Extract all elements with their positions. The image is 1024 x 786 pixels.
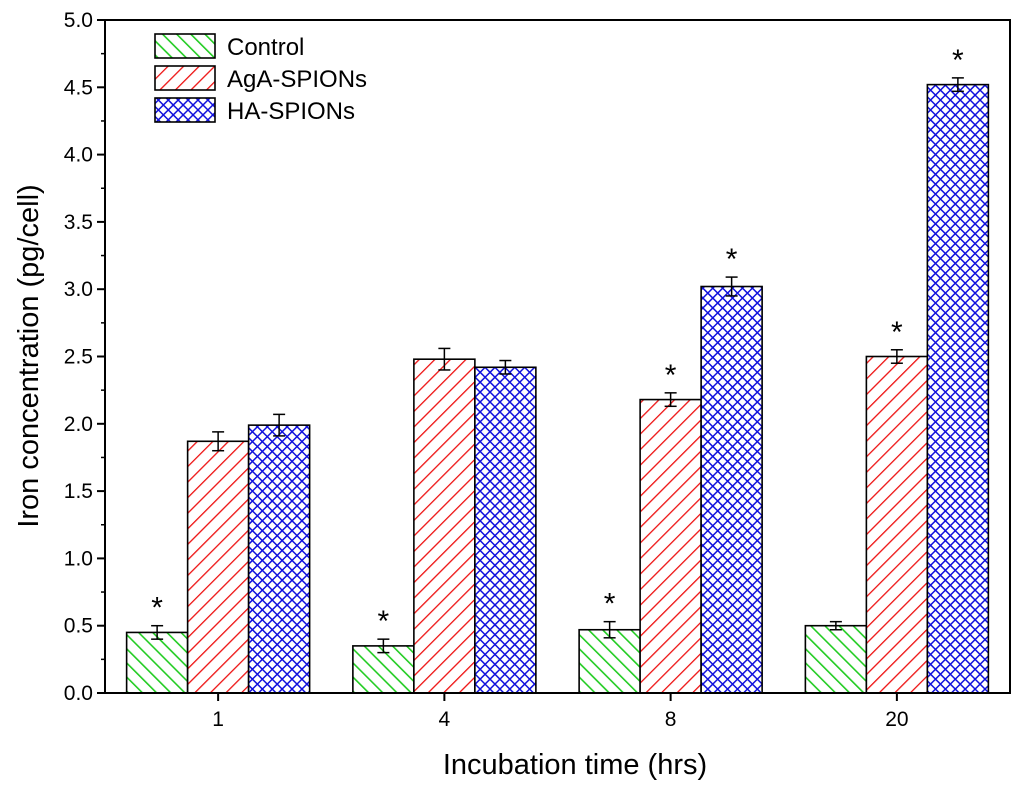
significance-marker: * [378, 605, 390, 638]
y-tick-label: 5.0 [64, 9, 93, 32]
error-bar-aga-spions-20h [890, 349, 903, 364]
legend-label-control: Control [227, 34, 304, 61]
y-tick-label: 2.5 [64, 346, 93, 369]
bar-control-20h [804, 624, 868, 694]
x-tick-label: 8 [665, 708, 677, 731]
y-tick-label: 4.0 [64, 144, 93, 167]
significance-marker: * [604, 588, 616, 621]
significance-markers-layer: * * * * * * * [151, 44, 964, 638]
bar-ha-spions-1h [247, 424, 311, 694]
error-bar-aga-spions-4h [438, 347, 451, 371]
y-tick-label: 0.0 [64, 682, 93, 705]
bar-control-8h [578, 628, 641, 694]
bars-layer [125, 83, 990, 694]
x-axis-ticks: 1 4 8 20 [212, 693, 909, 731]
significance-marker: * [151, 592, 163, 625]
error-bar-ha-spions-1h [273, 413, 286, 437]
bar-ha-spions-8h [700, 285, 763, 694]
bar-aga-spions-4h [413, 358, 476, 694]
significance-marker: * [952, 44, 964, 77]
bar-ha-spions-20h [926, 83, 990, 694]
x-tick-label: 4 [439, 708, 451, 731]
y-tick-label: 0.5 [64, 615, 93, 638]
bar-aga-spions-20h [865, 355, 929, 694]
bar-ha-spions-4h [474, 366, 537, 694]
error-bar-aga-spions-1h [212, 431, 225, 452]
y-tick-label: 2.0 [64, 413, 93, 436]
y-tick-label: 3.5 [64, 211, 93, 234]
y-tick-label: 1.5 [64, 480, 93, 503]
y-tick-label: 4.5 [64, 76, 93, 99]
error-bar-control-4h [377, 638, 390, 654]
significance-marker: * [891, 316, 903, 349]
legend-label-ha-spions: HA-SPIONs [227, 98, 355, 125]
legend-swatch-control [154, 33, 216, 59]
error-bar-control-1h [151, 624, 164, 640]
error-bars-layer [151, 77, 964, 654]
error-bar-ha-spions-8h [725, 276, 738, 297]
bar-aga-spions-8h [639, 398, 702, 694]
bar-aga-spions-1h [186, 440, 250, 694]
bar-control-1h [125, 631, 189, 694]
legend-label-aga-spions: AgA-SPIONs [227, 66, 367, 93]
bar-control-4h [352, 645, 415, 694]
y-axis-ticks: 0.0 0.5 1.0 1.5 2.0 2.5 3.0 3.5 4.0 4.5 5.0 [64, 9, 105, 705]
error-bar-ha-spions-4h [499, 359, 512, 375]
x-axis-title: Incubation time (hrs) [443, 749, 707, 781]
legend: Control AgA-SPIONs HA-SPIONs [154, 33, 367, 125]
y-axis-title: Iron concentration (pg/cell) [13, 184, 45, 527]
significance-marker: * [726, 243, 738, 276]
legend-swatch-aga-spions [154, 65, 216, 91]
y-tick-label: 1.0 [64, 547, 93, 570]
legend-swatch-ha-spions [154, 97, 216, 123]
significance-marker: * [665, 359, 677, 392]
error-bar-aga-spions-8h [664, 392, 677, 408]
error-bar-control-20h [829, 620, 842, 631]
error-bar-control-8h [603, 620, 616, 639]
error-bar-ha-spions-20h [951, 77, 964, 93]
y-tick-label: 3.0 [64, 278, 93, 301]
x-tick-label: 20 [885, 708, 908, 731]
x-tick-label: 1 [212, 708, 224, 731]
